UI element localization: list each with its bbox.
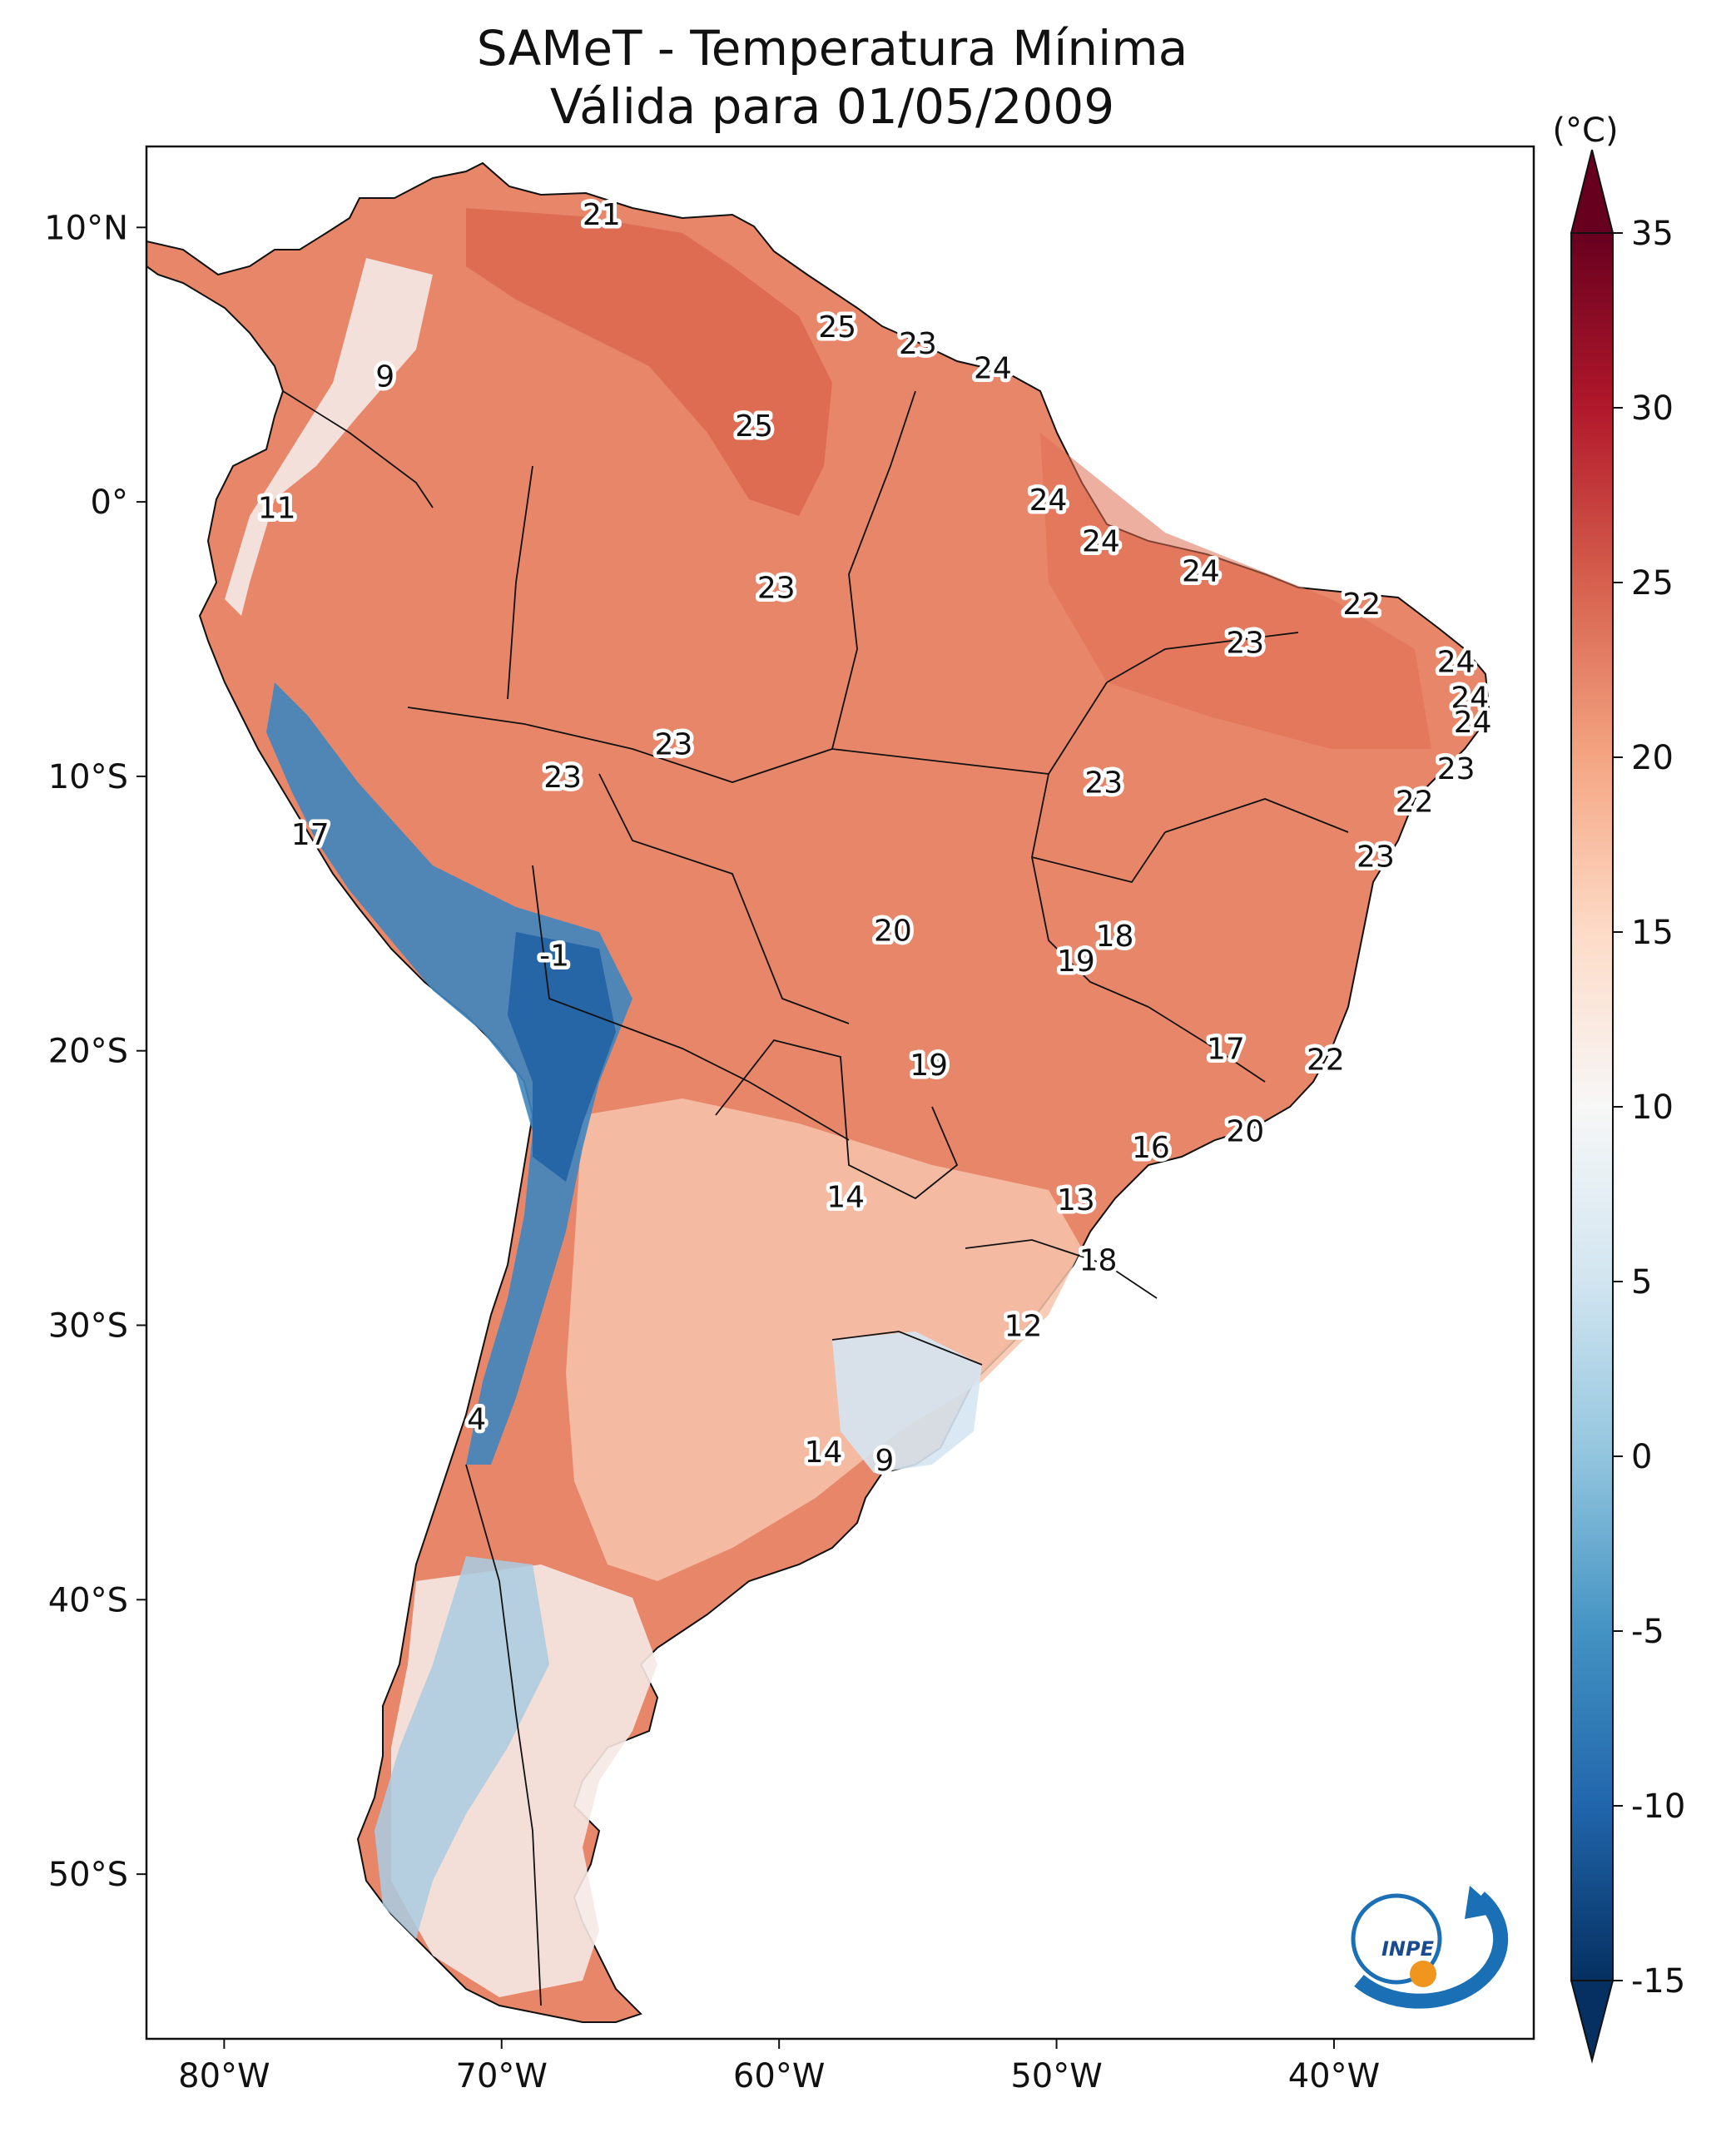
station-temperature-label: 17 bbox=[291, 818, 330, 852]
station-temperature-label: 21 bbox=[583, 198, 621, 232]
station-temperature-label: 16 bbox=[1132, 1131, 1170, 1165]
logo-text: INPE bbox=[1381, 1937, 1435, 1961]
colorbar-tick-label: 5 bbox=[1631, 1263, 1652, 1302]
lon-tick-label: 50°W bbox=[1010, 2057, 1102, 2095]
station-temperature-label: 25 bbox=[735, 409, 773, 444]
warm-anomaly-east bbox=[1040, 433, 1431, 749]
lat-tick-label: 20°S bbox=[48, 1033, 128, 1071]
station-temperature-label: 20 bbox=[1226, 1114, 1264, 1148]
logo-orbit-icon bbox=[1351, 1893, 1442, 1985]
station-temperature-label: -1 bbox=[539, 939, 569, 973]
lat-tick-label: 40°S bbox=[48, 1581, 128, 1619]
colorbar-tick-label: 0 bbox=[1631, 1438, 1652, 1476]
station-temperature-label: 24 bbox=[1437, 645, 1476, 679]
colorbar-tick-label: -10 bbox=[1631, 1788, 1685, 1826]
map-frame bbox=[145, 145, 1535, 2040]
lon-tick-label: 60°W bbox=[733, 2057, 825, 2095]
station-temperature-label: 23 bbox=[1226, 626, 1264, 660]
station-temperature-label: 20 bbox=[874, 915, 912, 949]
logo-swoosh-icon bbox=[1354, 1892, 1509, 2009]
map-panel: 10°N 0° 10°S 20°S 30°S 40°S 50°S 80°W 70°W 60°W 5… bbox=[44, 145, 1535, 2095]
cold-region-southern-andes bbox=[374, 1556, 549, 1939]
station-temperature-label: 24 bbox=[1082, 524, 1120, 558]
political-borders bbox=[282, 390, 1349, 2006]
colorbar-bottom-extension bbox=[1570, 1980, 1614, 2064]
station-temperature-label: 24 bbox=[1182, 555, 1220, 589]
latitude-ticks: 10°N 0° 10°S 20°S 30°S 40°S 50°S bbox=[44, 209, 146, 1894]
station-temperature-label: 24 bbox=[1451, 681, 1489, 715]
station-temperature-label: 14 bbox=[826, 1181, 865, 1215]
lat-tick-label: 10°S bbox=[48, 758, 128, 796]
longitude-ticks: 80°W 70°W 60°W 50°W 40°W bbox=[178, 2039, 1380, 2095]
station-temperature-label: 23 bbox=[899, 327, 937, 361]
station-temperature-label: 23 bbox=[655, 727, 693, 761]
colorbar-tick-label: -5 bbox=[1631, 1613, 1664, 1651]
station-temperature-label: 23 bbox=[1437, 752, 1476, 786]
station-temperature-label: 22 bbox=[1396, 786, 1434, 820]
lon-tick-label: 80°W bbox=[178, 2057, 270, 2095]
logo-arrow-icon bbox=[1465, 1886, 1500, 1919]
station-temperature-label: 24 bbox=[1029, 483, 1068, 518]
station-temperature-label: 18 bbox=[1079, 1243, 1118, 1277]
station-temperature-label: 24 bbox=[1454, 706, 1492, 740]
station-temperature-label: 23 bbox=[757, 571, 796, 605]
colorbar-tick-label: -15 bbox=[1631, 1962, 1685, 2001]
colorbar-tick-label: 35 bbox=[1631, 215, 1674, 253]
colorbar-tick-label: 30 bbox=[1631, 389, 1674, 428]
colorbar-tick-label: 10 bbox=[1631, 1088, 1674, 1127]
station-temperature-label: 23 bbox=[1084, 766, 1123, 800]
lat-tick-label: 0° bbox=[91, 483, 128, 522]
station-temperature-label: 24 bbox=[974, 351, 1012, 385]
colorbar-tick-label: 20 bbox=[1631, 739, 1674, 777]
chart-subtitle: Válida para 01/05/2009 bbox=[550, 78, 1114, 135]
station-temperature-label: 13 bbox=[1057, 1183, 1095, 1217]
colorbar: (°C) 35 30 25 20 15 10 5 0 -5 -10 -15 bbox=[1552, 112, 1685, 2064]
lat-tick-label: 50°S bbox=[48, 1856, 128, 1894]
colorbar-ticks: 35 30 25 20 15 10 5 0 -5 -10 -15 bbox=[1613, 215, 1685, 2001]
station-temperature-label: 11 bbox=[258, 492, 296, 526]
colorbar-unit: (°C) bbox=[1552, 112, 1618, 150]
cold-region-andes bbox=[266, 682, 632, 1465]
station-temperature-label: 23 bbox=[1357, 840, 1395, 875]
colorbar-top-extension bbox=[1570, 149, 1614, 234]
station-temperature-label: 14 bbox=[805, 1435, 843, 1470]
station-temperature-label: 19 bbox=[910, 1049, 948, 1083]
station-temperature-label: 9 bbox=[875, 1444, 894, 1478]
logo-dot-icon bbox=[1410, 1961, 1436, 1987]
station-temperature-label: 22 bbox=[1307, 1044, 1345, 1078]
station-temperature-label: 18 bbox=[1096, 920, 1134, 954]
station-temperature-label: 4 bbox=[467, 1403, 486, 1437]
colorbar-tick-label: 25 bbox=[1631, 564, 1674, 602]
cool-region-uruguay bbox=[832, 1331, 982, 1473]
station-temperature-label: 17 bbox=[1207, 1032, 1245, 1066]
station-temperature-label: 9 bbox=[375, 359, 394, 394]
station-temperature-label: 19 bbox=[1057, 945, 1095, 979]
lon-tick-label: 40°W bbox=[1288, 2057, 1380, 2095]
station-temperature-label: 23 bbox=[543, 761, 582, 795]
chart-title: SAMeT - Temperatura Mínima bbox=[477, 20, 1188, 77]
station-temperature-label: 25 bbox=[818, 310, 856, 345]
lat-tick-label: 30°S bbox=[48, 1307, 128, 1346]
warm-anomaly bbox=[466, 208, 832, 516]
lat-tick-label: 10°N bbox=[44, 209, 128, 247]
mild-region-plains bbox=[566, 1098, 1082, 1581]
colorbar-ramp bbox=[1570, 232, 1614, 1981]
colorbar-tick-label: 15 bbox=[1631, 914, 1674, 952]
inpe-logo: INPE bbox=[1351, 1886, 1509, 2009]
station-temperature-label: 12 bbox=[1004, 1310, 1043, 1344]
cold-region-altiplano bbox=[508, 932, 616, 1182]
station-temperature-label: 22 bbox=[1342, 588, 1381, 622]
cool-region-colombia-andes bbox=[225, 258, 433, 616]
lon-tick-label: 70°W bbox=[456, 2057, 548, 2095]
